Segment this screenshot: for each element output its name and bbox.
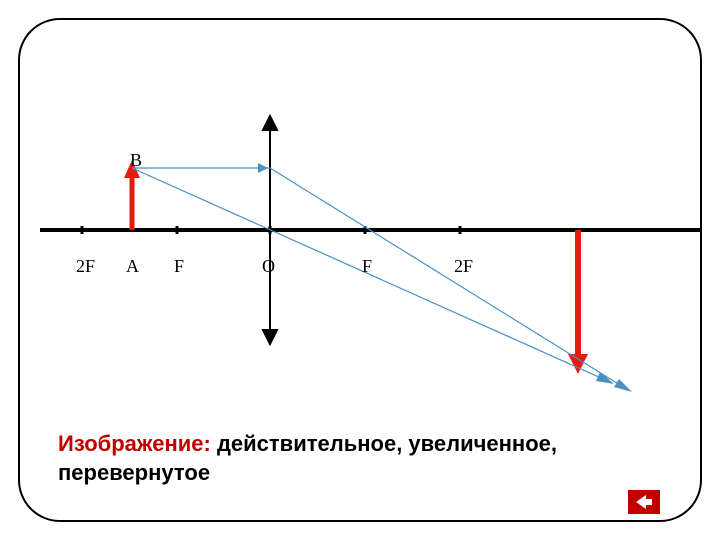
label-b: B: [130, 150, 142, 171]
label-2f-left: 2F: [76, 256, 95, 277]
caption: Изображение: действительное, увеличенное…: [58, 430, 658, 487]
label-2f-right: 2F: [454, 256, 473, 277]
rays: [132, 163, 632, 392]
back-arrow-icon: [636, 495, 652, 509]
label-a: A: [126, 256, 139, 277]
image-arrow: [568, 230, 588, 374]
caption-label: Изображение:: [58, 431, 211, 456]
back-button[interactable]: [628, 490, 660, 514]
label-f-left: F: [174, 256, 184, 277]
label-f-right: F: [362, 256, 372, 277]
optics-diagram: [0, 60, 720, 400]
label-o: O: [262, 256, 275, 277]
